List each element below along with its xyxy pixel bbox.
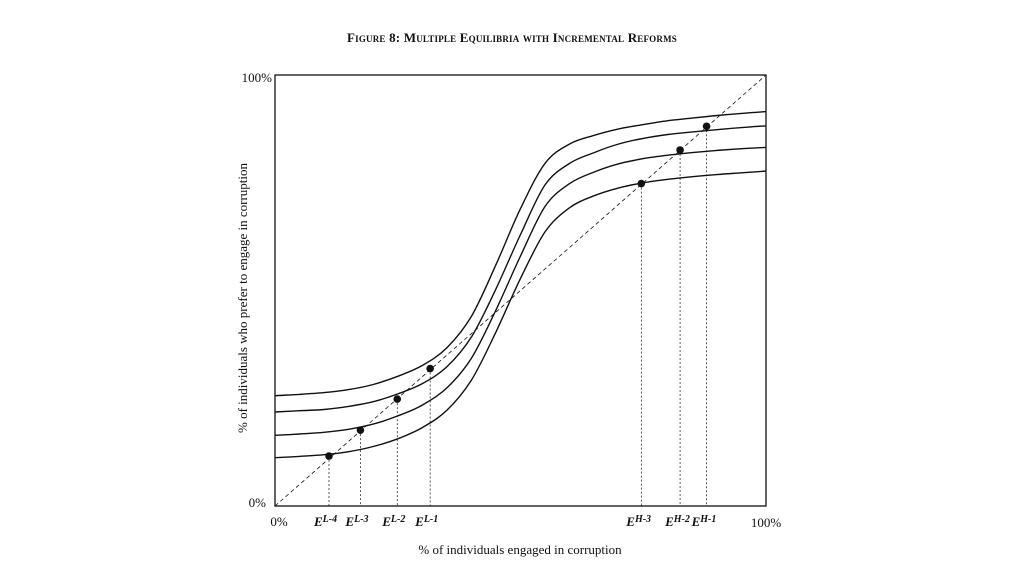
sigmoid-curve-3 [274, 146, 767, 436]
x-axis-label: % of individuals engaged in corruption [418, 542, 622, 557]
x-tick-label-100: 100% [751, 515, 782, 530]
equilibrium-point-h-2 [676, 146, 684, 154]
equilibrium-label-group: EL-4 EL-3 EL-2 EL-1 EH-3 EH-2 EH-1 [313, 514, 716, 529]
dropline-group [328, 126, 707, 506]
equilibrium-point-h-1 [702, 122, 711, 131]
sigmoid-curve-1 [274, 110, 767, 397]
x-tick-label-0: 0% [270, 514, 288, 529]
equilibrium-point-group [325, 122, 711, 460]
tick-label-group: 0% 100% 0% 100% [242, 70, 782, 530]
equilibrium-label-h-2: EH-2 [664, 514, 690, 529]
equilibrium-point-l-2 [393, 395, 402, 403]
equilibrium-label-l-2: EL-2 [381, 514, 405, 529]
equilibrium-label-h-3: EH-3 [625, 514, 651, 529]
series-group [274, 74, 767, 507]
plot-border [274, 74, 767, 507]
equilibrium-point-l-3 [356, 426, 365, 434]
sigmoid-curve-4 [274, 170, 767, 459]
equilibrium-label-l-4: EL-4 [313, 514, 337, 529]
equilibrium-label-l-3: EL-3 [344, 514, 368, 529]
plot-frame [274, 74, 767, 507]
equilibrium-point-h-3 [637, 179, 646, 188]
equilibrium-point-l-4 [325, 452, 333, 460]
diagonal-45-line [274, 74, 767, 507]
chart-title: Figure 8: Multiple Equilibria with Incre… [346, 30, 677, 45]
equilibrium-label-h-1: EH-1 [691, 514, 717, 529]
y-tick-label-100: 100% [242, 70, 273, 85]
equilibrium-label-l-1: EL-1 [414, 514, 438, 529]
sigmoid-curve-2 [274, 125, 767, 413]
y-axis-label: % of individuals who prefer to engage in… [235, 162, 250, 433]
y-tick-label-0: 0% [249, 495, 267, 510]
y-axis-label-group: % of individuals who prefer to engage in… [235, 162, 250, 433]
equilibrium-point-l-1 [426, 364, 434, 373]
